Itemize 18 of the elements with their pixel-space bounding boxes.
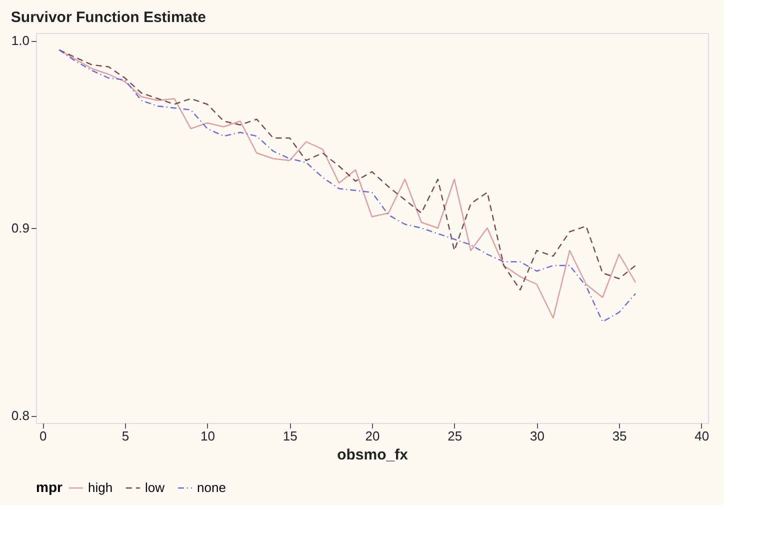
legend-title: mpr	[36, 479, 63, 495]
legend-label: none	[197, 480, 226, 495]
x-tick-label: 20	[365, 428, 380, 444]
x-tick-label: 15	[282, 428, 298, 444]
x-tick-label: 25	[448, 428, 462, 444]
chart-title: Survivor Function Estimate	[10, 9, 206, 26]
y-tick-label: 0.8	[11, 408, 30, 423]
y-tick-label: 0.9	[11, 220, 30, 236]
x-tick-label: 0	[39, 428, 47, 444]
legend-label: low	[145, 480, 166, 495]
y-tick-label: 1.0	[11, 33, 30, 48]
x-tick-label: 30	[530, 428, 544, 444]
x-tick-label: 40	[694, 428, 710, 444]
x-tick-label: 35	[612, 428, 627, 444]
x-tick-label: 5	[122, 428, 130, 444]
x-tick-label: 10	[200, 428, 216, 444]
legend-label: high	[88, 480, 113, 495]
x-axis-title: obsmo_fx	[337, 446, 409, 464]
